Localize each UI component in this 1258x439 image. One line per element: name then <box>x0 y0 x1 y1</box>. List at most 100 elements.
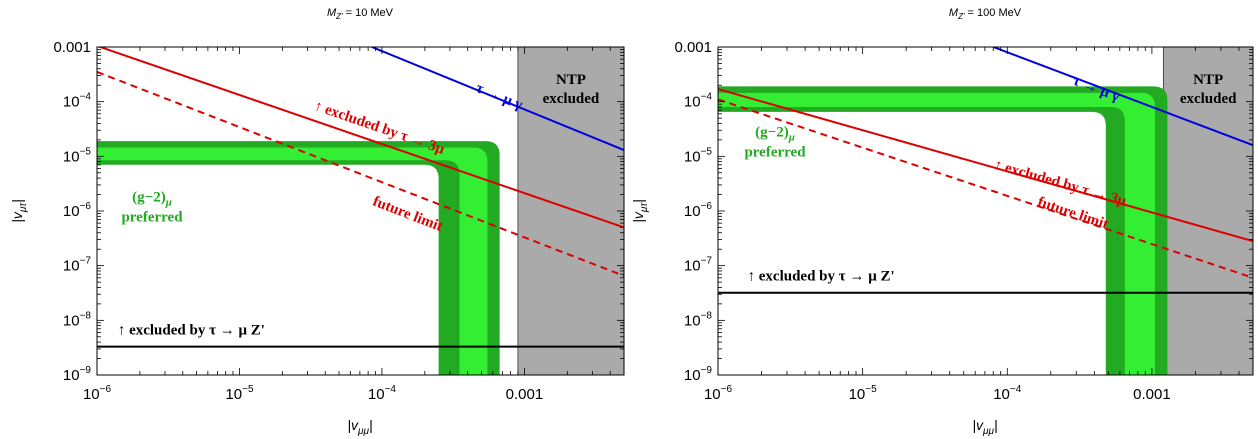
x-axis-label: |vμμ| <box>347 417 372 437</box>
line-tau_to_mu_gamma <box>992 47 1253 147</box>
chart-panel-1: 10−6 10−5 10−4 0.00110−910−810−710−610−510−… <box>9 7 625 437</box>
y-tick-label: 10−8 <box>63 310 92 329</box>
panel-title: MZ' = 10 MeV <box>327 7 394 21</box>
g2-label-main: (g−2) <box>132 189 166 205</box>
ntp-label-line1: NTP <box>556 72 586 88</box>
y-tick-base: 10 <box>63 312 80 329</box>
y-tick-base: 10 <box>684 203 701 220</box>
y-tick-exp: −7 <box>701 256 713 267</box>
y-tick-label: 10−7 <box>684 256 713 275</box>
y-tick-base: 10 <box>63 203 80 220</box>
x-tick-exp: −5 <box>242 384 254 395</box>
y-tick-label: 10−5 <box>63 146 92 165</box>
g2-label-line1: (g−2)μ <box>132 189 172 208</box>
panel-title: MZ' = 100 MeV <box>949 7 1022 21</box>
ntp-label-line2: excluded <box>1180 91 1237 107</box>
x-tick-base: 10 <box>225 386 242 403</box>
label-tau_to_mu_Zprime: ↑ excluded by τ → μ Z' <box>118 323 265 339</box>
x-tick-base: 10 <box>993 386 1010 403</box>
y-tick-exp: −8 <box>80 310 92 321</box>
y-tick-base: 10 <box>684 148 701 165</box>
plot-area <box>97 47 624 375</box>
x-axis-label: |vμμ| <box>972 417 997 437</box>
g2-label-sub: μ <box>165 196 172 208</box>
y-tick-exp: −4 <box>80 92 92 103</box>
y-label-end: | <box>9 199 25 203</box>
title-rest: = 10 MeV <box>343 7 394 19</box>
x-tick-base: 10 <box>83 386 100 403</box>
y-tick-exp: −6 <box>80 201 92 212</box>
y-tick-label: 10−9 <box>684 365 713 384</box>
label-tau_to_mu_gamma: τ → μ γ <box>473 80 524 113</box>
y-label-sub: μτ <box>18 202 29 213</box>
x-tick-base: 10 <box>704 386 721 403</box>
y-tick-exp: −6 <box>701 201 713 212</box>
y-tick-base: 10 <box>684 312 701 329</box>
chart-panel-2: 10−6 10−5 10−4 0.00110−910−810−710−610−510−… <box>630 7 1254 437</box>
y-tick-label: 10−4 <box>63 92 92 111</box>
g2-band-inner <box>97 147 488 375</box>
y-tick-text: 0.001 <box>674 39 712 56</box>
x-label-main: |v <box>972 417 984 433</box>
y-tick-label: 10−5 <box>684 146 713 165</box>
y-tick-label: 10−7 <box>63 256 92 275</box>
x-tick-label: 10−4 <box>368 384 397 403</box>
y-label-end: | <box>630 199 646 203</box>
y-tick-exp: −9 <box>701 365 713 376</box>
x-tick-exp: −4 <box>385 384 397 395</box>
g2-band-outer <box>718 86 1168 375</box>
x-tick-text: 0.001 <box>506 386 544 403</box>
x-label-end: | <box>994 417 998 433</box>
g2-label-main: (g−2) <box>755 125 789 141</box>
x-tick-exp: −6 <box>721 384 733 395</box>
x-tick-label: 0.001 <box>506 386 544 403</box>
x-tick-label: 10−6 <box>83 384 112 403</box>
x-tick-exp: −6 <box>100 384 112 395</box>
g2-label-line2: preferred <box>121 209 183 225</box>
ntp-label-line1: NTP <box>1193 72 1223 88</box>
y-tick-base: 10 <box>684 367 701 384</box>
y-tick-label: 0.001 <box>674 39 712 56</box>
y-tick-label: 10−6 <box>684 201 713 220</box>
label-tau_to_mu_Zprime: ↑ excluded by τ → μ Z' <box>748 268 895 284</box>
line-tau_to_3mu <box>97 47 624 229</box>
y-tick-exp: −5 <box>80 146 92 157</box>
y-tick-label: 10−6 <box>63 201 92 220</box>
g2-label-line2: preferred <box>744 145 806 161</box>
x-tick-exp: −5 <box>865 384 877 395</box>
y-tick-label: 10−4 <box>684 92 713 111</box>
ntp-excluded-region <box>1162 47 1253 375</box>
x-tick-label: 10−6 <box>704 384 733 403</box>
x-tick-text: 0.001 <box>1133 386 1171 403</box>
title-main: M <box>327 7 337 19</box>
g2-label-sub: μ <box>788 132 795 144</box>
line-tau_to_3mu <box>718 88 1253 243</box>
y-tick-label: 0.001 <box>53 39 91 56</box>
y-label-main: |v <box>9 211 25 223</box>
g2-label-line1: (g−2)μ <box>755 125 795 144</box>
ntp-excluded-region <box>517 47 624 375</box>
x-label-main: |v <box>347 417 359 433</box>
y-tick-exp: −8 <box>701 310 713 321</box>
y-tick-label: 10−9 <box>63 365 92 384</box>
y-tick-base: 10 <box>63 148 80 165</box>
line-future_limit <box>718 98 1253 279</box>
y-tick-base: 10 <box>63 258 80 275</box>
title-rest: = 100 MeV <box>965 7 1022 19</box>
x-label-end: | <box>369 417 373 433</box>
x-tick-base: 10 <box>849 386 866 403</box>
x-tick-base: 10 <box>368 386 385 403</box>
title-sub: Z' <box>957 12 965 21</box>
ntp-label-line2: excluded <box>543 91 600 107</box>
x-label-sub: μμ <box>357 426 369 437</box>
x-tick-label: 10−5 <box>225 384 254 403</box>
x-label-sub: μμ <box>982 426 994 437</box>
y-tick-exp: −7 <box>80 256 92 267</box>
x-tick-label: 10−5 <box>849 384 878 403</box>
y-axis-label: |vμτ| <box>630 199 650 223</box>
y-tick-label: 10−8 <box>684 310 713 329</box>
y-tick-text: 0.001 <box>53 39 91 56</box>
y-label-sub: μτ <box>639 202 650 213</box>
y-tick-exp: −4 <box>701 92 713 103</box>
